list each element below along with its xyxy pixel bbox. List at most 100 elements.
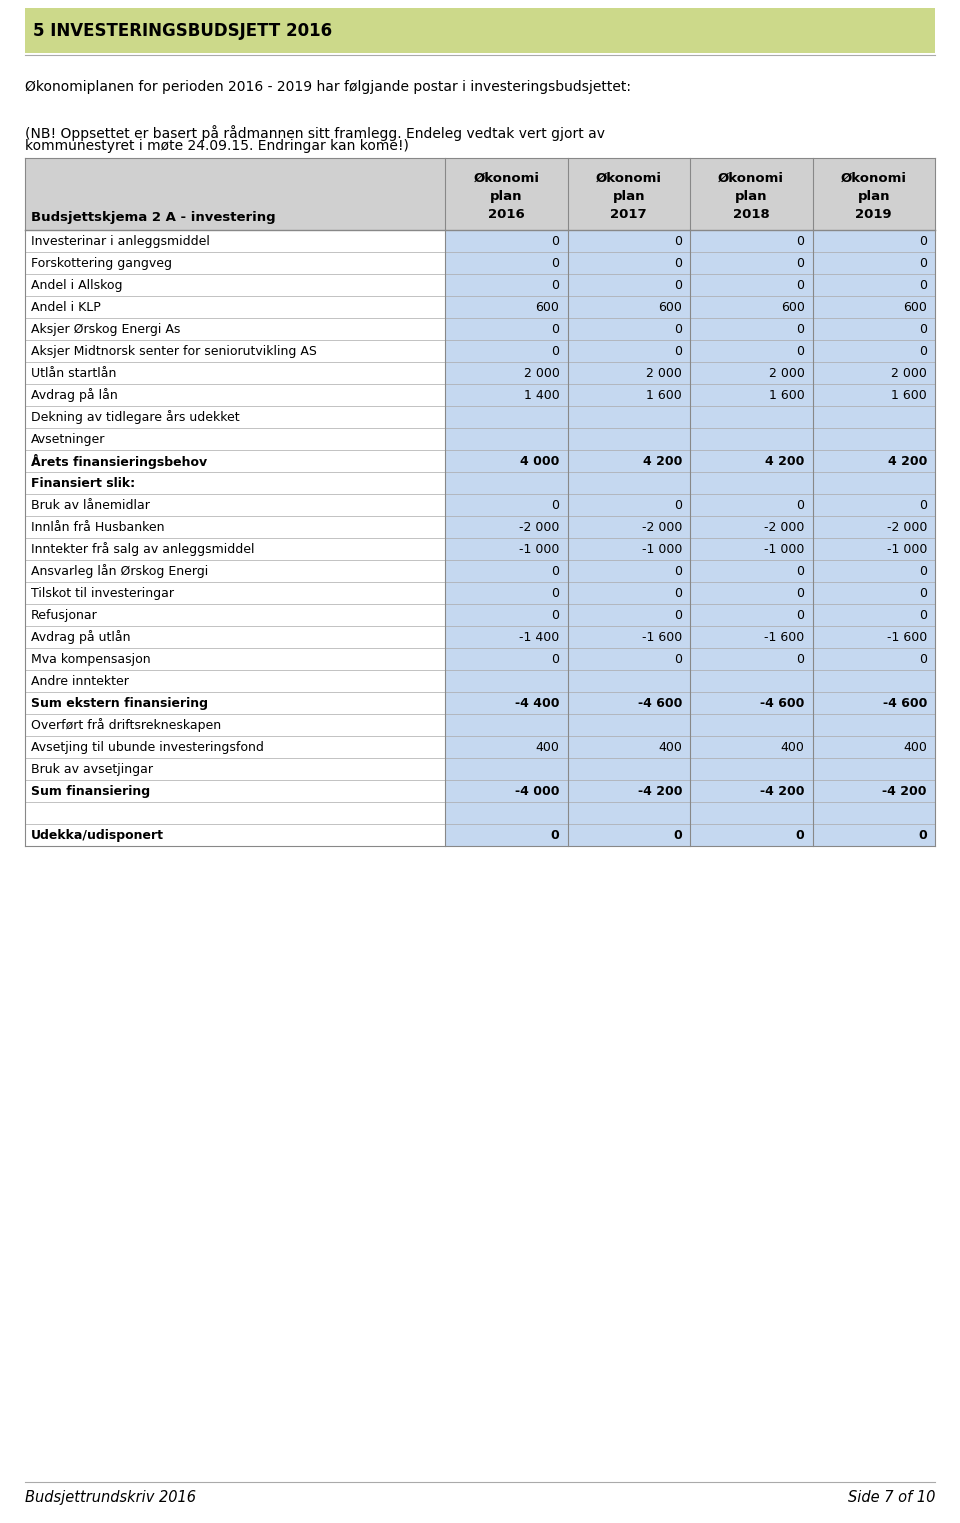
Text: 0: 0: [551, 344, 560, 358]
Text: 2 000: 2 000: [891, 367, 927, 379]
Text: 0: 0: [797, 279, 804, 291]
Text: Innlån frå Husbanken: Innlån frå Husbanken: [31, 521, 164, 533]
Text: 2017: 2017: [611, 209, 647, 221]
Text: -4 200: -4 200: [637, 784, 682, 798]
Text: 600: 600: [536, 300, 560, 314]
Text: Sum finansiering: Sum finansiering: [31, 784, 150, 798]
Text: 2016: 2016: [488, 209, 524, 221]
Text: 0: 0: [919, 344, 927, 358]
Text: Avsetjing til ubunde investeringsfond: Avsetjing til ubunde investeringsfond: [31, 740, 264, 754]
Text: 0: 0: [674, 256, 682, 270]
Text: 0: 0: [674, 235, 682, 248]
Bar: [445, 230, 935, 845]
Text: 400: 400: [659, 740, 682, 754]
Text: -1 600: -1 600: [641, 631, 682, 644]
Text: 0: 0: [551, 586, 560, 600]
Text: 4 200: 4 200: [765, 454, 804, 468]
Text: Finansiert slik:: Finansiert slik:: [31, 477, 135, 489]
Text: Aksjer Ørskog Energi As: Aksjer Ørskog Energi As: [31, 323, 180, 335]
Text: 600: 600: [659, 300, 682, 314]
Text: Udekka/udisponert: Udekka/udisponert: [31, 829, 164, 842]
Text: Side 7 of 10: Side 7 of 10: [848, 1489, 935, 1505]
Text: 2 000: 2 000: [523, 367, 560, 379]
Text: 0: 0: [919, 323, 927, 335]
Text: 0: 0: [551, 256, 560, 270]
Text: 0: 0: [797, 498, 804, 512]
Text: 4 200: 4 200: [642, 454, 682, 468]
Text: 0: 0: [551, 279, 560, 291]
Text: 0: 0: [919, 256, 927, 270]
Text: -4 600: -4 600: [882, 696, 927, 710]
Text: -2 000: -2 000: [764, 521, 804, 533]
Text: -1 600: -1 600: [764, 631, 804, 644]
Text: 0: 0: [673, 829, 682, 842]
Text: 400: 400: [536, 740, 560, 754]
Text: Budsjettskjema 2 A - investering: Budsjettskjema 2 A - investering: [31, 212, 276, 224]
Text: 0: 0: [674, 498, 682, 512]
Text: Sum ekstern finansiering: Sum ekstern finansiering: [31, 696, 208, 710]
Text: 0: 0: [919, 279, 927, 291]
Text: 0: 0: [797, 235, 804, 248]
Text: -2 000: -2 000: [887, 521, 927, 533]
Text: -1 000: -1 000: [887, 542, 927, 556]
Text: Økonomi: Økonomi: [596, 172, 661, 184]
Text: Dekning av tidlegare års udekket: Dekning av tidlegare års udekket: [31, 410, 240, 423]
Bar: [25, 230, 445, 845]
Text: Økonomi: Økonomi: [718, 172, 784, 184]
Text: 1 600: 1 600: [891, 388, 927, 402]
Text: 0: 0: [674, 344, 682, 358]
Text: Andre inntekter: Andre inntekter: [31, 675, 129, 687]
Text: 5 INVESTERINGSBUDSJETT 2016: 5 INVESTERINGSBUDSJETT 2016: [33, 21, 332, 40]
Text: Andel i Allskog: Andel i Allskog: [31, 279, 123, 291]
Text: 0: 0: [551, 829, 560, 842]
Text: 2019: 2019: [855, 209, 892, 221]
Text: -2 000: -2 000: [641, 521, 682, 533]
Text: 0: 0: [551, 652, 560, 666]
Text: Bruk av lånemidlar: Bruk av lånemidlar: [31, 498, 150, 512]
Text: 2 000: 2 000: [769, 367, 804, 379]
Text: Inntekter frå salg av anleggsmiddel: Inntekter frå salg av anleggsmiddel: [31, 542, 254, 556]
Text: 400: 400: [903, 740, 927, 754]
Bar: [25, 8, 935, 53]
Text: 0: 0: [674, 565, 682, 577]
Text: 1 600: 1 600: [769, 388, 804, 402]
Text: plan: plan: [490, 190, 522, 203]
Text: Økonomi: Økonomi: [841, 172, 907, 184]
Text: Overført frå driftsrekneskapen: Overført frå driftsrekneskapen: [31, 717, 221, 733]
Text: 0: 0: [797, 652, 804, 666]
Text: 4 200: 4 200: [888, 454, 927, 468]
Text: Økonomiplanen for perioden 2016 - 2019 har følgjande postar i investeringsbudsje: Økonomiplanen for perioden 2016 - 2019 h…: [25, 81, 631, 94]
Text: -4 600: -4 600: [637, 696, 682, 710]
Text: 0: 0: [551, 609, 560, 621]
Text: 2018: 2018: [732, 209, 770, 221]
Text: (NB! Oppsettet er basert på rådmannen sitt framlegg. Endeleg vedtak vert gjort a: (NB! Oppsettet er basert på rådmannen si…: [25, 125, 605, 142]
Text: 0: 0: [551, 498, 560, 512]
Text: -2 000: -2 000: [519, 521, 560, 533]
Text: 400: 400: [780, 740, 804, 754]
Text: 0: 0: [797, 565, 804, 577]
Text: -4 400: -4 400: [515, 696, 560, 710]
Text: -1 000: -1 000: [641, 542, 682, 556]
Text: Investerinar i anleggsmiddel: Investerinar i anleggsmiddel: [31, 235, 210, 248]
Text: 1 400: 1 400: [524, 388, 560, 402]
Text: 0: 0: [674, 586, 682, 600]
Text: 600: 600: [780, 300, 804, 314]
Text: 0: 0: [551, 323, 560, 335]
Text: 0: 0: [551, 235, 560, 248]
Text: Andel i KLP: Andel i KLP: [31, 300, 101, 314]
Bar: [25, 158, 935, 230]
Text: plan: plan: [857, 190, 890, 203]
Text: 0: 0: [919, 829, 927, 842]
Text: 0: 0: [797, 609, 804, 621]
Text: 0: 0: [919, 565, 927, 577]
Text: 600: 600: [903, 300, 927, 314]
Text: Forskottering gangveg: Forskottering gangveg: [31, 256, 172, 270]
Text: 0: 0: [674, 323, 682, 335]
Text: 0: 0: [919, 609, 927, 621]
Text: -4 000: -4 000: [515, 784, 560, 798]
Text: plan: plan: [612, 190, 645, 203]
Text: Utlån startlån: Utlån startlån: [31, 367, 116, 379]
Text: -4 600: -4 600: [760, 696, 804, 710]
Text: 0: 0: [551, 565, 560, 577]
Text: 2 000: 2 000: [646, 367, 682, 379]
